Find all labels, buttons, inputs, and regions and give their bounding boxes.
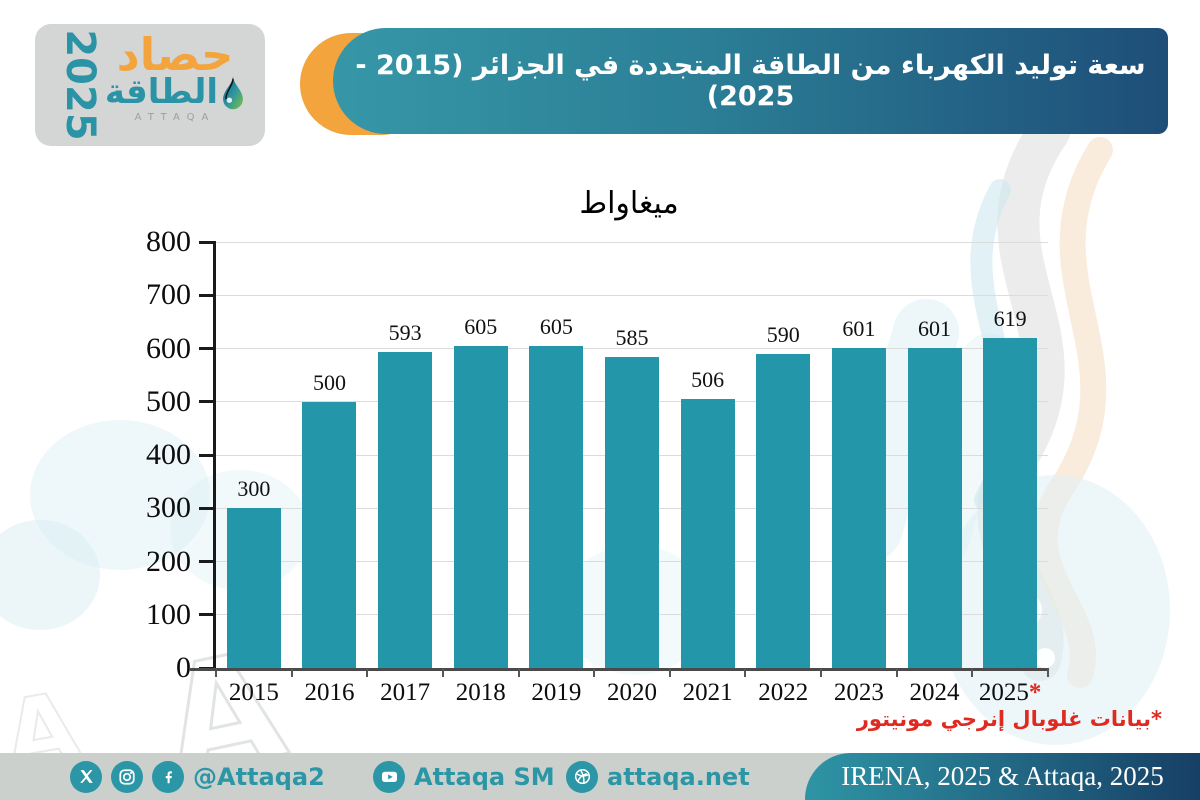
bar xyxy=(605,356,659,668)
y-axis-tick xyxy=(199,240,216,244)
x-axis-tick xyxy=(593,668,596,677)
gridline xyxy=(216,241,1048,243)
x-axis-tick xyxy=(441,668,444,677)
y-axis-label: 200 xyxy=(146,544,191,578)
y-axis-label: 0 xyxy=(176,651,191,684)
bar-value-label: 300 xyxy=(237,476,271,502)
y-axis-tick xyxy=(199,400,216,404)
x-axis-tick xyxy=(820,668,823,677)
x-axis-tick xyxy=(744,668,747,677)
x-axis-tick xyxy=(215,668,217,677)
header-band: سعة توليد الكهرباء من الطاقة المتجددة في… xyxy=(333,28,1168,134)
x-axis-category-label: 2016 xyxy=(304,679,355,706)
x-axis-category-label: 2018 xyxy=(455,679,506,706)
bar xyxy=(302,401,357,668)
x-axis-category-label: 2015 xyxy=(228,679,279,706)
bar-value-label: 605 xyxy=(539,313,573,339)
bar-value-label: 619 xyxy=(993,306,1027,332)
x-axis-category-label: 2021 xyxy=(682,679,733,706)
youtube-icon[interactable] xyxy=(373,760,405,793)
gridline xyxy=(216,348,1048,349)
bar-value-label: 605 xyxy=(464,313,498,339)
website-url[interactable]: attaqa.net xyxy=(607,762,750,791)
droplet-icon xyxy=(223,75,243,110)
facebook-icon[interactable] xyxy=(152,760,184,793)
y-axis-label: 400 xyxy=(146,438,191,471)
x-axis-category-label: 2022 xyxy=(758,679,809,706)
plot-area: 0 100 200 300 400 500 600 700 800 300 2015 500 2016 5… xyxy=(146,225,1049,706)
bar xyxy=(831,347,886,668)
y-axis-tick xyxy=(199,613,216,617)
logo-title-line2: الطاقة xyxy=(104,72,219,113)
bar xyxy=(378,352,433,668)
x-axis-category-label: 2020 xyxy=(606,679,657,706)
y-axis-tick xyxy=(199,453,216,457)
x-axis-category-label: 2019 xyxy=(531,679,582,706)
gridline xyxy=(216,294,1048,296)
logo-latin-name: ATTAQA xyxy=(134,112,216,123)
bar xyxy=(453,345,508,668)
bar-value-label: 500 xyxy=(312,369,346,395)
website-group: attaqa.net xyxy=(566,753,750,800)
source-panel: IRENA, 2025 & Attaqa, 2025 xyxy=(805,753,1200,800)
bar-value-label: 585 xyxy=(615,324,649,350)
bar xyxy=(907,347,962,668)
bar-value-label: 590 xyxy=(766,321,800,347)
y-axis-label: 500 xyxy=(146,384,191,418)
source-text: IRENA, 2025 & Attaqa, 2025 xyxy=(841,761,1164,791)
x-axis-tick xyxy=(517,668,520,677)
social-links-group: @Attaqa2 xyxy=(70,753,325,800)
chart-title: ميغاواط xyxy=(579,186,679,221)
youtube-handle[interactable]: Attaqa SM xyxy=(414,762,555,791)
youtube-group: Attaqa SM xyxy=(373,753,555,800)
x-axis-tick xyxy=(895,668,898,677)
y-axis-label: 700 xyxy=(146,278,191,312)
y-axis-tick xyxy=(199,347,216,350)
logo-title-line1: حصاد xyxy=(116,28,234,81)
logo-year: 2025 xyxy=(57,29,103,141)
bar xyxy=(756,353,811,668)
y-axis-label: 800 xyxy=(146,225,191,258)
y-axis-tick xyxy=(199,666,216,670)
bar xyxy=(529,345,584,668)
y-axis-label: 100 xyxy=(146,597,191,631)
y-axis-label: 600 xyxy=(146,331,191,365)
chart-footnote: *بيانات غلوبال إنرجي مونيتور xyxy=(856,707,1162,731)
x-axis-category-label: 2024 xyxy=(909,679,960,706)
x-axis-category-label: 2023 xyxy=(833,679,884,706)
social-handle[interactable]: @Attaqa2 xyxy=(193,762,325,791)
bar-value-label: 506 xyxy=(691,366,725,392)
bar xyxy=(226,508,281,668)
instagram-icon[interactable] xyxy=(111,760,143,793)
x-axis-category-label: 2017 xyxy=(380,679,431,706)
globe-icon[interactable] xyxy=(566,760,598,793)
bar xyxy=(983,338,1038,668)
x-axis-tick xyxy=(668,668,671,677)
bar-value-label: 601 xyxy=(842,315,876,341)
y-axis-tick xyxy=(199,293,216,297)
page-title: سعة توليد الكهرباء من الطاقة المتجددة في… xyxy=(355,50,1146,112)
watermark-circle xyxy=(0,520,100,630)
y-axis-tick xyxy=(199,506,216,510)
x-axis-category-label: 2025* xyxy=(978,679,1042,706)
bar-value-label: 601 xyxy=(918,315,952,341)
bar-value-label: 593 xyxy=(388,320,422,346)
bar xyxy=(680,398,735,668)
x-axis-tick xyxy=(1047,668,1049,677)
attaqa-logo: 2025 حصاد الطاقة ATTAQA xyxy=(35,24,265,146)
y-axis-label: 300 xyxy=(146,491,191,525)
x-axis-tick xyxy=(971,668,974,677)
x-twitter-icon[interactable] xyxy=(70,760,102,793)
footer-bar: @Attaqa2 Attaqa SM attaqa.net IRENA, 202… xyxy=(0,753,1200,800)
x-axis-tick xyxy=(290,668,293,677)
y-axis-tick xyxy=(199,560,216,563)
x-axis-tick xyxy=(366,668,369,677)
